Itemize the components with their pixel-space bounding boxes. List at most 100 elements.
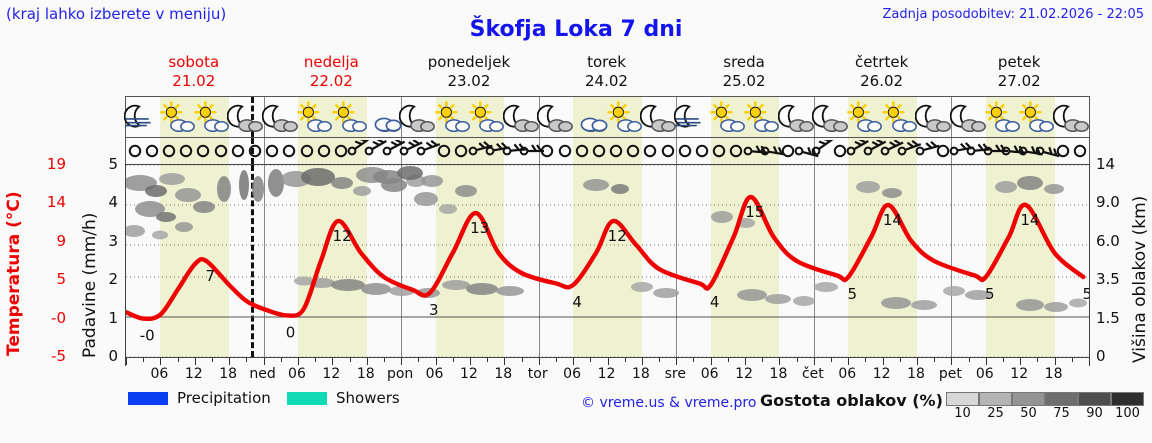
day-name: torek	[587, 53, 626, 71]
x-tick	[779, 358, 781, 365]
wind-calm-icon	[124, 140, 146, 162]
x-tick	[745, 358, 747, 365]
day-date: 21.02	[172, 72, 216, 90]
weather-icon-moon-cloud	[502, 100, 541, 134]
location-menu-note: (kraj lahko izberete v meniju)	[6, 5, 227, 23]
x-tick	[366, 358, 368, 365]
weather-icon-sun-cloud	[331, 100, 369, 134]
x-axis-label: 12	[597, 366, 616, 382]
x-axis-label: 18	[631, 366, 650, 382]
cloud-density-swatch	[946, 392, 979, 406]
temperature-value-label: 12	[333, 227, 352, 245]
day-separator	[401, 138, 403, 164]
weather-icon-moon-cloud	[536, 100, 575, 134]
weather-icon-moon-cloud	[261, 100, 300, 134]
weather-icon-sun-cloud	[1018, 100, 1056, 134]
wind-barb-icon	[468, 140, 494, 162]
cloud-density-tick-label: 50	[1020, 406, 1037, 421]
x-tick	[280, 358, 282, 362]
x-tick	[693, 358, 695, 362]
wind-barb-icon	[347, 140, 373, 162]
wind-barb-icon	[846, 140, 872, 162]
precipitation-tick-label: 1	[108, 308, 118, 327]
day-header-četrtek: četrtek 26.02	[813, 53, 951, 91]
weather-icon-sun-cloud	[193, 100, 231, 134]
x-axis-label: 18	[1044, 366, 1063, 382]
weather-icon-sun-cloud	[984, 100, 1022, 134]
wind-calm-icon	[1069, 140, 1091, 162]
x-tick	[229, 358, 231, 365]
day-separator	[676, 138, 678, 164]
x-axis-label: 18	[219, 366, 238, 382]
x-tick	[401, 358, 403, 365]
x-axis-label: 06	[150, 366, 169, 382]
cloud-density-tick-label: 10	[954, 406, 971, 421]
wind-calm-icon	[433, 140, 455, 162]
wind-barb-icon	[811, 140, 837, 162]
daylight-band	[573, 138, 642, 164]
weather-icon-sun-cloud	[606, 100, 644, 134]
wind-calm-icon	[1052, 140, 1074, 162]
cloud-density-swatch	[1078, 392, 1111, 406]
cloud-height-tick-label: 0	[1096, 347, 1106, 365]
x-axis-label: 12	[872, 366, 891, 382]
day-separator	[951, 138, 953, 164]
day-date: 23.02	[447, 72, 491, 90]
day-header-ponedeljek: ponedeljek 23.02	[400, 53, 538, 91]
weather-icon-cloud	[365, 100, 403, 134]
x-axis-ticks	[125, 358, 1090, 366]
wind-calm-icon	[708, 140, 730, 162]
x-tick	[1037, 358, 1039, 362]
x-tick	[865, 358, 867, 362]
day-separator	[676, 165, 678, 357]
wind-barb-icon	[382, 140, 408, 162]
credit-link[interactable]: © vreme.us & vreme.pro	[581, 395, 757, 411]
wind-calm-icon	[657, 140, 679, 162]
x-tick	[607, 358, 609, 365]
day-name: sobota	[168, 53, 220, 71]
wind-calm-icon	[330, 140, 352, 162]
x-axis-label: 06	[975, 366, 994, 382]
temperature-curve-svg: -0 7 0 12 3 13 4 12 4 15 5 14 5 14 5	[126, 165, 1089, 357]
wind-calm-icon	[622, 140, 644, 162]
cloud-density-tick-label: 100	[1115, 406, 1140, 421]
x-axis-label: 06	[425, 366, 444, 382]
wind-calm-icon	[244, 140, 266, 162]
x-tick	[882, 358, 884, 365]
cloud-height-tick-label: 9.0	[1096, 193, 1120, 212]
page-title: Škofja Loka 7 dni	[469, 17, 683, 42]
x-axis-label: 18	[494, 366, 513, 382]
precipitation-legend-swatch	[128, 392, 168, 405]
day-separator	[813, 165, 815, 357]
wind-calm-icon	[536, 140, 558, 162]
wind-calm-icon	[175, 140, 197, 162]
x-tick	[1071, 358, 1073, 362]
wind-calm-icon	[932, 140, 954, 162]
precipitation-tick-label: 3	[108, 231, 118, 250]
day-name: sreda	[723, 53, 765, 71]
cloud-density-tick-label: 90	[1086, 406, 1103, 421]
wind-calm-icon	[674, 140, 696, 162]
day-separator	[951, 165, 953, 357]
showers-legend-label: Showers	[336, 389, 400, 407]
x-tick	[1020, 358, 1022, 365]
x-axis-label: 12	[735, 366, 753, 382]
x-tick	[383, 358, 385, 362]
x-tick	[848, 358, 850, 365]
last-updated-label: Zadnja posodobitev: 21.02.2026 - 22:05	[882, 7, 1144, 22]
weather-icon-band	[124, 96, 1090, 138]
x-tick	[659, 358, 661, 362]
cloud-density-swatch	[979, 392, 1012, 406]
day-separator	[538, 165, 540, 357]
temperature-line	[126, 194, 1086, 322]
day-header-row: sobota 21.02 nedelja 22.02 ponedeljek 23.02 to…	[125, 53, 1090, 93]
forecast-plot: -0 7 0 12 3 13 4 12 4 15 5 14 5 14 5	[125, 164, 1090, 358]
temperature-axis-title: Temperatura (°C)	[4, 191, 24, 356]
x-tick	[1054, 358, 1056, 365]
wind-calm-icon	[192, 140, 214, 162]
x-tick	[813, 358, 815, 365]
cloud-density-legend-label: Gostota oblakov (%)	[760, 391, 943, 410]
x-tick	[624, 358, 626, 362]
day-header-nedelja: nedelja 22.02	[263, 53, 401, 91]
x-axis-label: pet	[938, 366, 962, 382]
